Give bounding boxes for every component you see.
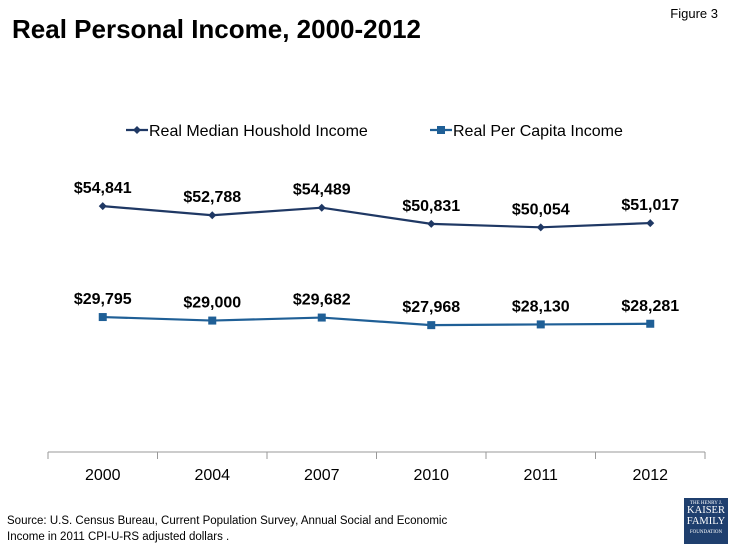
source-line-1: Source: U.S. Census Bureau, Current Popu…: [7, 515, 448, 527]
data-label: $29,682: [293, 292, 351, 309]
x-tick-label: 2007: [304, 467, 340, 484]
page-title: Real Personal Income, 2000-2012: [12, 14, 422, 44]
series-0: $54,841 $52,788 $54,489 $50,831 $50,054 $51,0…: [74, 180, 679, 232]
data-label: $54,841: [74, 180, 132, 197]
data-point-diamond: [208, 211, 217, 220]
data-label: $54,489: [293, 182, 351, 199]
data-point-square: [317, 313, 326, 322]
data-point-diamond: [133, 126, 141, 134]
source-line-2: Income in 2011 CPI-U-RS adjusted dollars…: [7, 531, 230, 543]
source-note: Source: U.S. Census Bureau, Current Popu…: [7, 513, 447, 545]
data-point-diamond: [317, 203, 326, 212]
data-label: $29,000: [183, 295, 241, 312]
data-point-square: [98, 313, 107, 322]
data-point-square: [208, 316, 217, 325]
data-point-diamond: [98, 202, 107, 211]
data-label: $51,017: [621, 197, 679, 214]
x-tick-label: 2000: [85, 467, 121, 484]
data-point-square: [427, 321, 436, 330]
legend-label: Real Median Houshold Income: [149, 123, 368, 140]
x-tick-label: 2012: [632, 467, 668, 484]
data-point-square: [536, 320, 545, 329]
line-chart: 2000 2004 2007 2010 2011 2012$54,841$52,788 $5…: [47, 123, 706, 484]
data-label: $28,130: [512, 298, 570, 315]
data-label: $27,968: [402, 299, 460, 316]
data-label: $29,795: [74, 291, 132, 308]
legend-item-1: Real Per Capita Income: [430, 123, 623, 140]
series-line: [102, 315, 651, 327]
data-point-diamond: [536, 223, 545, 232]
data-point-diamond: [646, 219, 655, 228]
data-label: $50,831: [402, 198, 460, 215]
legend-item-0: Real Median Houshold Income: [126, 123, 368, 140]
series-1: $29,795 $29,000 $29,682 $27,968 $28,130 $28,2…: [74, 291, 679, 330]
figure-label: Figure 3: [670, 6, 718, 21]
data-label: $50,054: [512, 201, 570, 218]
data-point-square: [437, 126, 445, 134]
kff-logo: THE HENRY J. KAISER FAMILY FOUNDATION: [684, 498, 728, 544]
legend-label: Real Per Capita Income: [453, 123, 623, 140]
x-tick-label: 2004: [194, 467, 230, 484]
data-label: $52,788: [183, 189, 241, 206]
data-point-diamond: [427, 219, 436, 228]
data-label: $28,281: [621, 298, 679, 315]
series-line: [102, 205, 651, 229]
x-tick-label: 2011: [524, 467, 559, 484]
x-tick-label: 2010: [413, 467, 449, 484]
data-point-square: [646, 319, 655, 328]
